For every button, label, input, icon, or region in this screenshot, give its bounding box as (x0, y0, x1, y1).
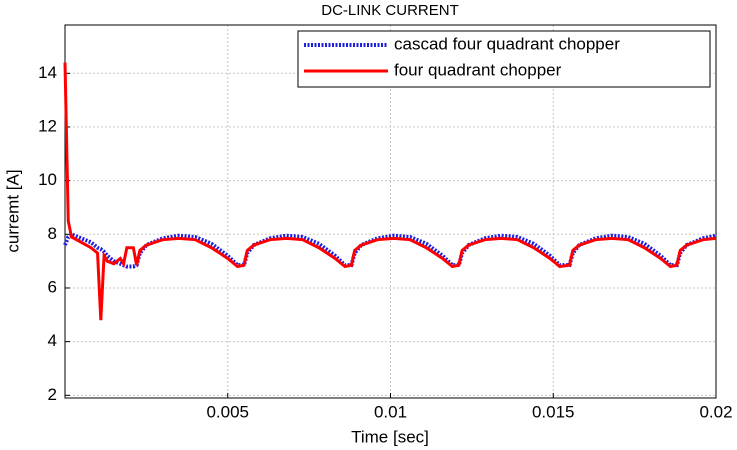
legend-box (297, 30, 711, 88)
y-tick-label: 4 (48, 331, 57, 350)
x-tick-label: 0.02 (699, 402, 732, 421)
x-tick-label: 0.015 (532, 402, 575, 421)
chart-title: DC-LINK CURRENT (321, 2, 459, 19)
plot-frame (64, 24, 717, 399)
y-tick-label: 8 (48, 224, 57, 243)
series-line (63, 62, 717, 321)
legend-label: cascad four quadrant chopper (394, 34, 620, 53)
x-axis-label: Time [sec] (351, 427, 429, 446)
y-axis-label: curremt [A] (3, 169, 22, 252)
x-tick-label: 0.005 (206, 402, 249, 421)
y-tick-label: 12 (38, 116, 57, 135)
y-tick-label: 14 (38, 63, 57, 82)
y-tick-label: 6 (48, 277, 57, 296)
y-tick-label: 2 (48, 385, 57, 404)
x-tick-label: 0.01 (374, 402, 407, 421)
y-tick-label: 10 (38, 170, 57, 189)
legend-label: four quadrant chopper (394, 60, 562, 79)
